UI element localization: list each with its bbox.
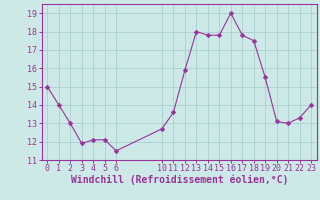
- X-axis label: Windchill (Refroidissement éolien,°C): Windchill (Refroidissement éolien,°C): [70, 175, 288, 185]
